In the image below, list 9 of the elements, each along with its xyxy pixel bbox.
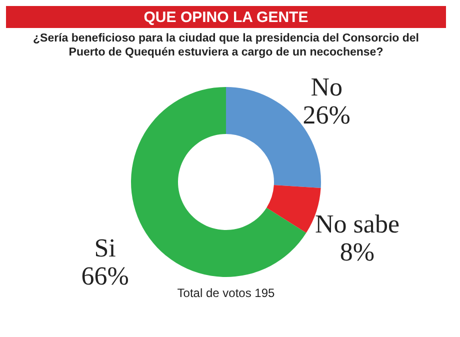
text: Total de votos 195 <box>177 286 276 300</box>
slice-label: Si <box>94 233 116 262</box>
slice-label: No <box>310 72 342 102</box>
data-label: 66% <box>81 261 129 290</box>
data-label: 26% <box>302 100 350 130</box>
chart-title: QUE OPINO LA GENTE <box>144 9 308 26</box>
data-label: 8% <box>340 238 375 267</box>
slice-label: No sabe <box>315 210 400 239</box>
chart-subtitle: ¿Sería beneficioso para la ciudad que la presidencia del Consorcio del Puerto de Quequén estuviera a cargo de un necochense? <box>32 32 420 58</box>
